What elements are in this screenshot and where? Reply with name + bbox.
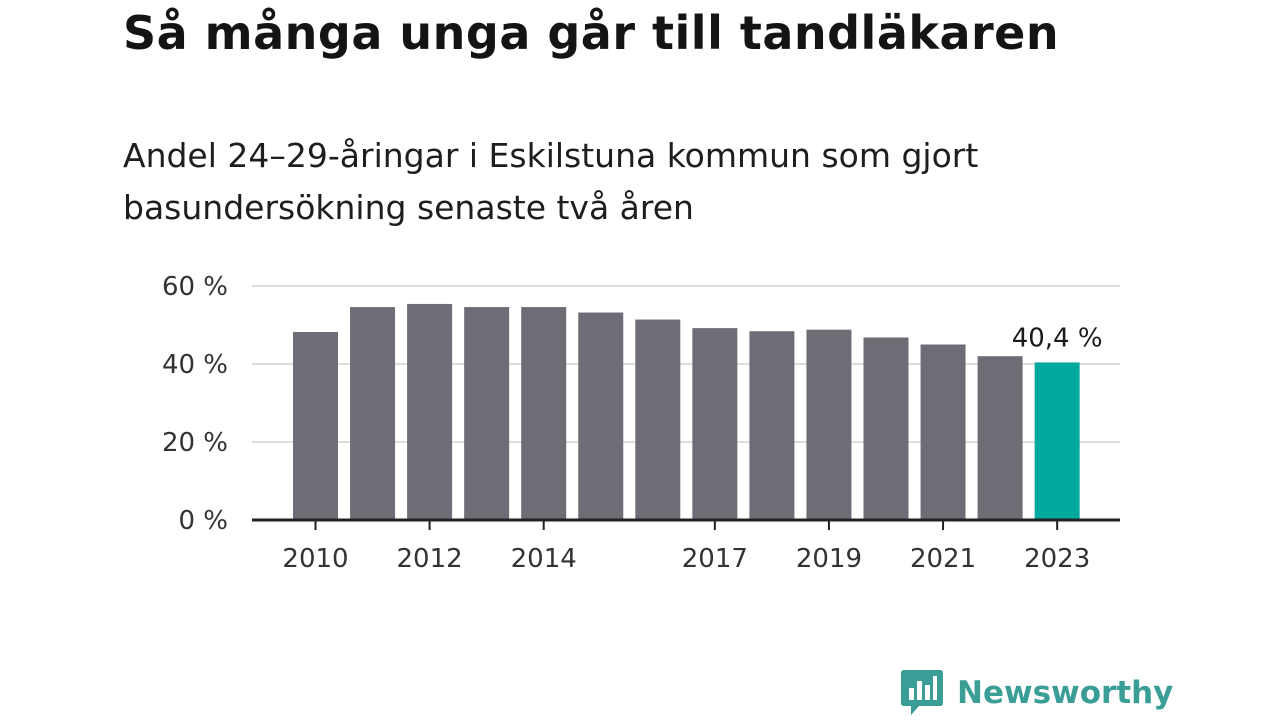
chart-subtitle: Andel 24–29-åringar i Eskilstuna kommun … (123, 136, 979, 227)
bar-2016 (635, 319, 681, 520)
bars (293, 303, 1080, 520)
x-tick-label: 2014 (511, 544, 577, 574)
x-tick-label: 2019 (796, 544, 862, 574)
data-label-2023: 40,4 % (1012, 323, 1103, 353)
grid-lines (252, 285, 1120, 443)
bar-chart: 0 % 20 % 40 % 60 % 2010 2012 2014 2017 2019 2021 2… (162, 272, 1120, 574)
bar-2021 (920, 344, 966, 520)
y-tick-label: 60 % (162, 272, 228, 302)
bar-2019 (806, 329, 852, 520)
bar-2012 (407, 303, 453, 520)
bar-2014 (521, 307, 567, 520)
labels: 0 % 20 % 40 % 60 % 2010 2012 2014 2017 2019 2021 2… (162, 272, 1103, 574)
x-tick-label: 2012 (397, 544, 463, 574)
bar-2022 (977, 356, 1023, 520)
bar-2017 (692, 328, 738, 520)
bar-2018 (749, 331, 795, 520)
bar-2023 (1034, 362, 1080, 520)
bar-chart-speech-bubble-icon (901, 670, 943, 715)
x-tick-label: 2010 (282, 544, 348, 574)
chart-title: Så många unga går till tandläkaren (123, 6, 1060, 60)
bar-2011 (350, 307, 396, 520)
x-tick-label: 2023 (1024, 544, 1090, 574)
bar-2015 (578, 312, 624, 520)
bar-2013 (464, 307, 510, 520)
x-tick-label: 2021 (910, 544, 976, 574)
axes (252, 518, 1120, 530)
bar-2020 (863, 337, 909, 520)
y-tick-label: 0 % (178, 506, 228, 536)
y-tick-label: 20 % (162, 428, 228, 458)
x-tick-label: 2017 (682, 544, 748, 574)
logo-text: Newsworthy (957, 675, 1174, 711)
newsworthy-logo[interactable]: Newsworthy (901, 670, 1173, 716)
y-tick-label: 40 % (162, 350, 228, 380)
bar-2010 (293, 332, 338, 520)
